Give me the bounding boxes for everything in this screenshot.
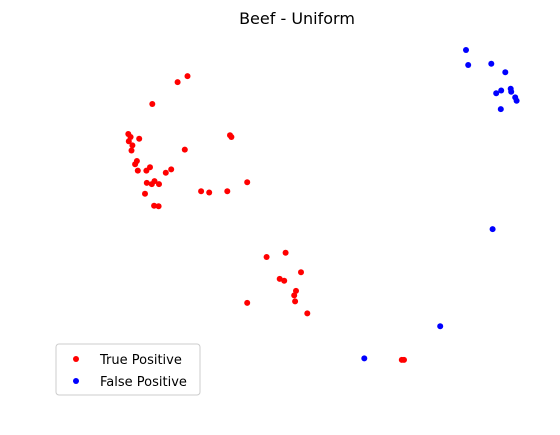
point-true-positive-27 <box>198 188 205 195</box>
point-true-positive-17 <box>162 169 169 176</box>
legend-box <box>55 343 201 396</box>
point-false-positive-10 <box>513 97 520 104</box>
point-true-positive-6 <box>136 135 143 142</box>
point-true-positive-3 <box>125 138 132 145</box>
legend-label-true-positive: True Positive <box>99 353 182 368</box>
point-true-positive-37 <box>291 292 298 299</box>
point-true-positive-24 <box>184 73 191 80</box>
point-true-positive-34 <box>281 277 288 284</box>
point-false-positive-2 <box>465 62 472 68</box>
point-true-positive-29 <box>224 188 231 195</box>
point-true-positive-20 <box>151 202 158 209</box>
point-true-positive-39 <box>304 310 311 317</box>
point-true-positive-33 <box>276 275 283 282</box>
point-true-positive-40 <box>244 299 251 306</box>
point-true-positive-38 <box>292 298 299 305</box>
point-true-positive-26 <box>228 134 235 140</box>
point-true-positive-13 <box>143 179 150 186</box>
point-true-positive-28 <box>206 189 213 196</box>
point-true-positive-18 <box>168 166 175 173</box>
point-true-positive-4 <box>129 142 136 149</box>
point-true-positive-15 <box>156 181 162 188</box>
point-false-positive-1 <box>463 47 469 53</box>
point-true-positive-5 <box>128 147 135 154</box>
point-true-positive-32 <box>282 249 289 256</box>
legend-label-false-positive: False Positive <box>100 375 187 390</box>
point-false-positive-12 <box>489 226 496 233</box>
legend-marker-false-positive <box>73 378 79 384</box>
point-true-positive-22 <box>149 101 156 107</box>
point-true-positive-21 <box>155 203 162 210</box>
point-false-positive-8 <box>493 90 500 97</box>
point-false-positive-11 <box>497 106 504 113</box>
chart-title: Beef - Uniform <box>239 9 355 28</box>
point-false-positive-13 <box>437 323 444 330</box>
point-true-positive-14 <box>148 181 155 188</box>
point-true-positive-19 <box>181 146 188 153</box>
point-true-positive-8 <box>132 161 139 168</box>
legend: True Positive False Positive <box>55 343 201 396</box>
point-true-positive-23 <box>174 79 181 86</box>
point-false-positive-14 <box>361 355 368 362</box>
point-false-positive-4 <box>502 69 509 76</box>
point-false-positive-7 <box>498 87 505 94</box>
point-true-positive-36 <box>293 287 299 294</box>
point-true-positive-42 <box>401 356 407 363</box>
point-false-positive-6 <box>508 88 515 95</box>
point-true-positive-11 <box>147 164 153 171</box>
point-false-positive-3 <box>488 60 495 67</box>
plot-area <box>125 47 520 363</box>
point-true-positive-16 <box>142 190 148 197</box>
point-true-positive-30 <box>244 179 251 186</box>
point-true-positive-31 <box>263 254 270 260</box>
point-true-positive-9 <box>134 167 141 174</box>
legend-marker-true-positive <box>73 356 79 362</box>
point-true-positive-35 <box>298 269 304 276</box>
